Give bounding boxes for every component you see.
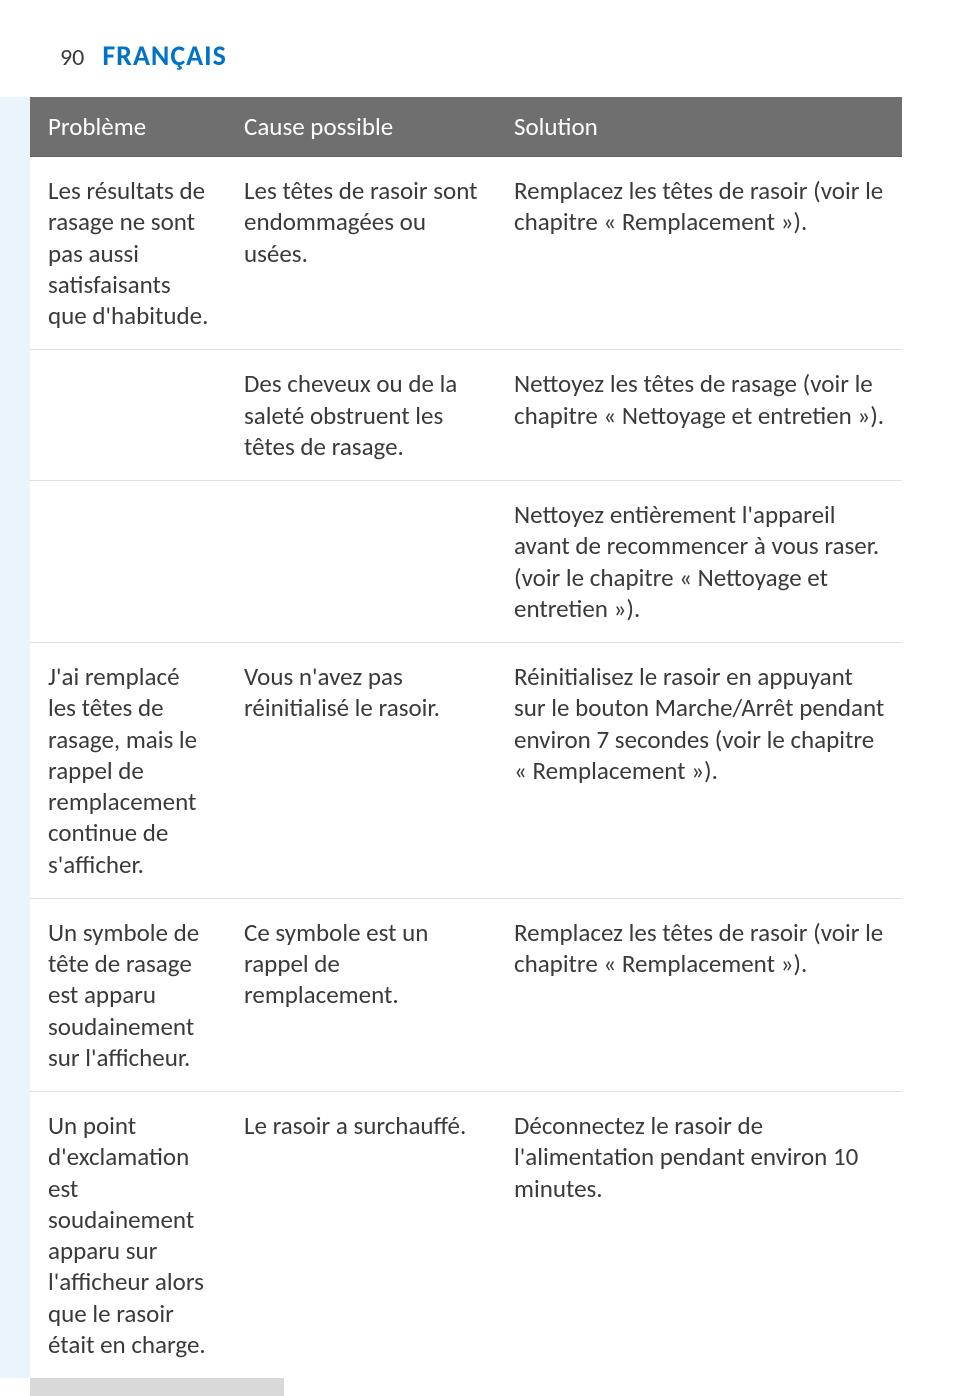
table-container: Problème Cause possible Solution Les rés… — [0, 97, 954, 1378]
cell-cause: Le rasoir a surchauffé. — [226, 1092, 496, 1379]
col-header-cause: Cause possible — [226, 97, 496, 157]
cell-cause — [226, 481, 496, 643]
cell-solution: Remplacez les têtes de rasoir (voir le c… — [496, 898, 902, 1091]
cell-solution: Nettoyez entièrement l'appareil avant de… — [496, 481, 902, 643]
col-header-problem: Problème — [30, 97, 226, 157]
cell-cause: Les têtes de rasoir sont endommagées ou … — [226, 157, 496, 350]
cell-problem: Un symbole de tête de rasage est apparu … — [30, 898, 226, 1091]
cell-solution: Remplacez les têtes de rasoir (voir le c… — [496, 157, 902, 350]
cell-cause: Vous n'avez pas réinitialisé le rasoir. — [226, 643, 496, 899]
cell-problem — [30, 481, 226, 643]
table-header-row: Problème Cause possible Solution — [30, 97, 902, 157]
table-row: Les résultats de rasage ne sont pas auss… — [30, 157, 902, 350]
cell-problem: Les résultats de rasage ne sont pas auss… — [30, 157, 226, 350]
side-accent-tab — [0, 97, 30, 1378]
table-row: Un point d'exclamation est soudainement … — [30, 1092, 902, 1379]
cell-solution: Réinitialisez le rasoir en appuyant sur … — [496, 643, 902, 899]
table-row: Un symbole de tête de rasage est apparu … — [30, 898, 902, 1091]
cell-cause: Des cheveux ou de la saleté obstruent le… — [226, 350, 496, 481]
bottom-accent-tab — [30, 1378, 284, 1396]
col-header-solution: Solution — [496, 97, 902, 157]
cell-problem: J'ai remplacé les têtes de rasage, mais … — [30, 643, 226, 899]
cell-cause: Ce symbole est un rappel de remplacement… — [226, 898, 496, 1091]
language-title: FRANÇAIS — [102, 38, 227, 73]
troubleshooting-table: Problème Cause possible Solution Les rés… — [30, 97, 902, 1378]
cell-problem — [30, 350, 226, 481]
cell-solution: Nettoyez les têtes de rasage (voir le ch… — [496, 350, 902, 481]
page-number: 90 — [60, 43, 84, 72]
table-row: Nettoyez entièrement l'appareil avant de… — [30, 481, 902, 643]
cell-problem: Un point d'exclamation est soudainement … — [30, 1092, 226, 1379]
table-row: Des cheveux ou de la saleté obstruent le… — [30, 350, 902, 481]
cell-solution: Déconnectez le rasoir de l'alimentation … — [496, 1092, 902, 1379]
table-row: J'ai remplacé les têtes de rasage, mais … — [30, 643, 902, 899]
page-header: 90 FRANÇAIS — [0, 0, 954, 97]
